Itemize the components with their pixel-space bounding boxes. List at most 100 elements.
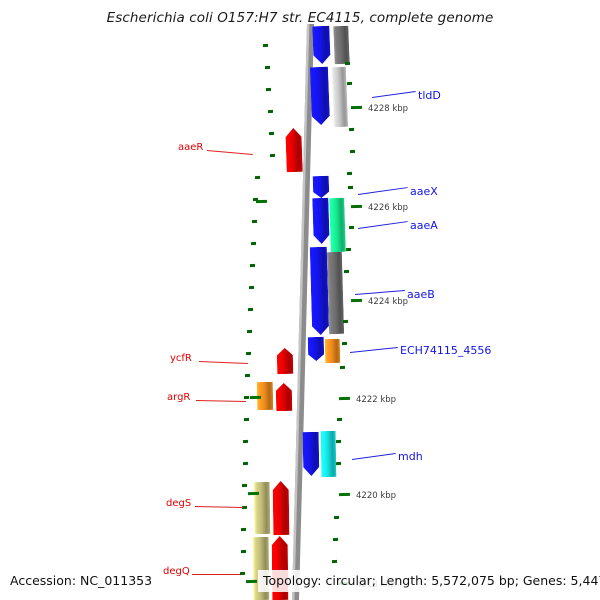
ruler-tick-right [346,81,353,85]
argR-orange-glyph [256,381,274,411]
tldD-gray-right[interactable] [333,25,350,65]
aaeX-body2[interactable] [312,197,330,244]
ruler-tick-right [335,461,342,465]
ruler-tick-right [339,365,346,369]
ruler-tick-major [350,204,363,209]
ruler-tick-right [346,171,353,175]
tldD-feature[interactable] [312,25,331,65]
ruler-tick-major [350,298,363,303]
ruler-tick-left [246,329,253,333]
ruler-tick-right [342,319,349,323]
argR-feature[interactable] [275,383,293,412]
mdh-cyan[interactable] [320,430,337,478]
gene-label-mdh[interactable]: mdh [398,450,423,463]
ruler-tick-left [245,351,252,355]
ruler-label: 4226 kbp [368,203,409,213]
tldD-feature-glyph [312,25,331,64]
ruler-tick-right [343,269,350,273]
ruler-tick-right [332,537,339,541]
accession-label: Accession: NC_011353 [10,573,153,588]
aaeB-gray[interactable] [326,251,345,335]
ruler-tick-left [265,87,272,91]
ruler-tick-left [262,43,269,47]
ruler-tick-left [249,395,262,400]
aaeA-feature-glyph [329,197,346,253]
ruler-tick-left [242,461,249,465]
degS-khaki-glyph [253,481,271,535]
ycfR-feature[interactable] [276,348,294,375]
ruler-label: 4222 kbp [356,395,397,405]
mdh-cyan-glyph [320,430,337,478]
ruler-tick-major [338,396,351,401]
ruler-tick-right [333,515,340,519]
mdh-feature[interactable] [302,431,320,476]
tldD-body[interactable] [309,66,330,126]
gene-label-ECH74115_4556[interactable]: ECH74115_4556 [400,344,492,357]
degS-feature-glyph [272,481,290,536]
gene-label-aaeA[interactable]: aaeA [410,219,438,232]
gene-label-degS[interactable]: degS [166,498,192,509]
argR-feature-glyph [275,383,293,412]
ycfR-feature-glyph [276,348,294,375]
tldD-gray-bar2[interactable] [330,66,349,128]
gene-label-argR[interactable]: argR [167,392,191,403]
ruler-label: 4228 kbp [368,104,409,114]
ruler-tick-left [243,395,250,399]
page-title: Escherichia coli O157:H7 str. EC4115, co… [106,10,494,26]
tldD-gray-bar2-glyph [330,66,349,128]
gene-label-aaeB[interactable]: aaeB [407,288,435,301]
ruler-label: 4224 kbp [368,297,409,307]
status-tooltip: Topology: circular; Length: 5,572,075 bp… [258,570,600,592]
gene-label-degQ[interactable]: degQ [163,566,190,577]
ruler-tick-major [338,492,351,497]
tldD-gray-right-glyph [333,25,350,65]
ruler-tick-right [335,439,342,443]
gene-label-tldD[interactable]: tldD [418,89,441,102]
ruler-tick-left [239,571,246,575]
ruler-tick-right [348,127,355,131]
aaeR-feature[interactable] [285,128,303,173]
ruler-tick-right [344,61,351,65]
gene-label-aaeX[interactable]: aaeX [410,185,438,198]
ruler-tick-left [250,241,257,245]
gene-label-aaeR[interactable]: aaeR [178,142,204,153]
ruler-tick-right [341,341,348,345]
ruler-tick-left [267,109,274,113]
aaeB-feature[interactable] [309,246,329,335]
ruler-tick-left [251,219,258,223]
mdh-feature-glyph [302,431,320,476]
ruler-tick-left [245,579,258,584]
ruler-tick-left [249,263,256,267]
ruler-tick-left [255,199,268,204]
degS-khaki[interactable] [253,481,271,535]
ruler-tick-left [264,65,271,69]
gene-label-ycfR[interactable]: ycfR [170,353,192,364]
ruler-label: 4220 kbp [356,491,397,501]
aaeB-gray-glyph [326,251,345,335]
argR-orange[interactable] [256,381,274,411]
ruler-tick-left [243,417,250,421]
ech4556-feature[interactable] [307,336,325,361]
ruler-tick-right [348,225,355,229]
aaeA-feature[interactable] [329,197,346,253]
aaeB-feature-glyph [309,246,329,335]
leader-line-degQ [192,574,240,575]
degS-feature[interactable] [272,481,290,536]
ruler-tick-right [349,149,356,153]
ruler-tick-right [345,247,352,251]
ruler-tick-left [240,527,247,531]
ech4556-feature-glyph [307,336,325,361]
ruler-tick-left [242,439,249,443]
aaeX-feature[interactable] [312,175,330,198]
ruler-tick-left [247,491,260,496]
aaeX-body2-glyph [312,197,330,244]
ruler-tick-right [347,185,354,189]
ech4556-orange-glyph [324,338,341,364]
ruler-tick-left [248,285,255,289]
ruler-tick-left [240,549,247,553]
ruler-tick-left [241,483,248,487]
tldD-body-glyph [309,66,330,125]
ech4556-orange[interactable] [324,338,341,364]
